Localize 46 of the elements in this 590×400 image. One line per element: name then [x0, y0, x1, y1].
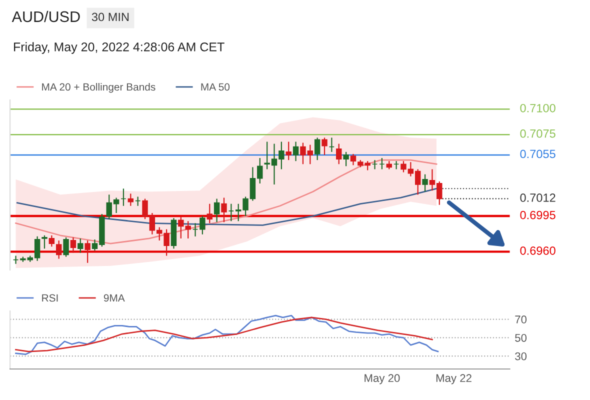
y-tick-label: 30 [515, 352, 527, 360]
candlestick [221, 197, 227, 223]
ref-line-label: 0.7100 [520, 104, 556, 112]
ref-line-label: 0.7075 [520, 129, 556, 138]
legend-label: MA 20 + Bollinger Bands [42, 83, 156, 93]
x-tick-label: May 20 [364, 374, 400, 384]
candlestick [314, 137, 320, 161]
candlestick [12, 255, 19, 264]
ref-line-label: 0.7055 [520, 150, 556, 158]
candlestick [350, 153, 356, 166]
candlestick [422, 174, 428, 192]
text: Friday, May 20, 2022 4:28:06 AM CET [14, 42, 224, 54]
candlestick [200, 215, 206, 235]
candlestick [128, 193, 134, 206]
x-tick-label: May 22 [436, 374, 472, 384]
candlestick [134, 196, 141, 206]
candlestick [328, 137, 335, 152]
y-tick-label: 50 [515, 334, 527, 342]
candlestick [56, 240, 62, 260]
legend-label: RSI [42, 294, 58, 302]
candlestick [322, 137, 328, 156]
chart-title: AUD/USD [12, 10, 80, 22]
candlestick [292, 141, 299, 162]
ref-line-label: 0.7012 [520, 194, 556, 202]
candlestick [120, 188, 126, 206]
candlestick [70, 236, 76, 254]
candlestick [84, 240, 90, 264]
ref-line-label: 0.6960 [520, 246, 556, 255]
ref-line-label: 0.6995 [520, 210, 556, 220]
candlestick [379, 157, 385, 170]
candlestick [228, 203, 234, 222]
candlestick [48, 234, 55, 248]
y-tick-label: 70 [515, 316, 527, 324]
candlestick [372, 160, 378, 170]
candlestick [343, 151, 349, 167]
legend-label: MA 50 [201, 83, 230, 91]
candlestick [286, 141, 292, 161]
candlestick [214, 198, 220, 223]
candlestick [78, 238, 84, 254]
legend-label: 9MA [104, 294, 125, 302]
candlestick [206, 203, 212, 224]
candlestick [63, 236, 69, 258]
candlestick [192, 222, 198, 237]
chart-subtitle: 30 MIN [92, 12, 129, 22]
candlestick [42, 234, 48, 250]
candlestick [336, 143, 342, 165]
